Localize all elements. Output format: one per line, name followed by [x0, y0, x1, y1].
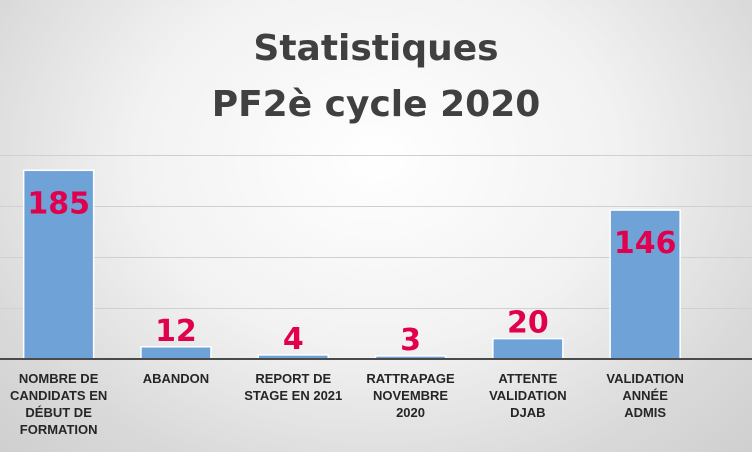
chart-title: Statistiques PF2è cycle 2020 — [212, 28, 541, 125]
category-label-5: VALIDATION ANNÉE ADMIS — [606, 371, 684, 420]
category-labels: NOMBRE DE CANDIDATS EN DÉBUT DE FORMATION AB… — [10, 371, 684, 437]
data-label-2: 4 — [283, 322, 304, 357]
category-label-4: ATTENTE VALIDATION DJAB — [489, 371, 567, 420]
bar-5 — [609, 209, 681, 360]
category-label-1: ABANDON — [143, 371, 209, 386]
category-label-0: NOMBRE DE CANDIDATS EN DÉBUT DE FORMATION — [10, 371, 107, 437]
chart-title-line-2: PF2è cycle 2020 — [212, 84, 541, 125]
bar-0 — [22, 169, 95, 360]
category-label-2: REPORT DE STAGE EN 2021 — [244, 371, 342, 403]
bars — [22, 169, 681, 360]
data-label-0: 185 — [27, 186, 90, 221]
data-label-5: 146 — [614, 226, 677, 261]
data-label-1: 12 — [155, 314, 197, 349]
category-label-3: RATTRAPAGE NOVEMBRE 2020 — [366, 371, 455, 420]
bar-4 — [492, 337, 564, 360]
data-label-4: 20 — [507, 306, 549, 341]
data-label-3: 3 — [400, 323, 421, 358]
chart-title-line-1: Statistiques — [253, 28, 498, 69]
data-labels: 185 12 4 3 20 146 — [27, 186, 676, 358]
